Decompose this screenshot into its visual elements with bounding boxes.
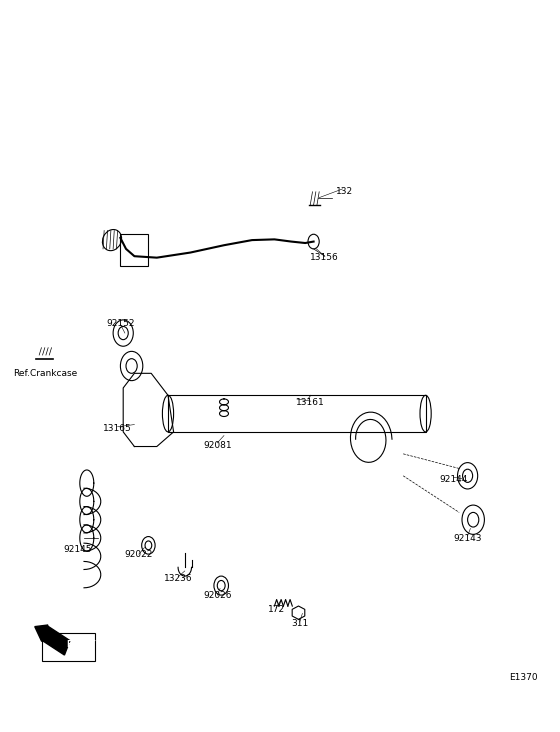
Text: 92144: 92144 (440, 475, 468, 484)
Text: FRONT: FRONT (67, 640, 96, 649)
Bar (120, 234, 148, 266)
Text: E1370: E1370 (509, 673, 538, 681)
Text: 92081: 92081 (203, 441, 232, 449)
Text: Ref.Crankcase: Ref.Crankcase (13, 369, 77, 378)
Text: 13161: 13161 (296, 398, 325, 407)
Text: 13236: 13236 (164, 574, 193, 583)
Text: 92022: 92022 (125, 550, 153, 559)
Text: 92152: 92152 (106, 319, 134, 328)
Text: 13156: 13156 (310, 253, 339, 262)
Text: 13165: 13165 (103, 424, 132, 433)
Text: 172: 172 (268, 605, 284, 614)
Bar (168, 395, 426, 432)
Text: 92143: 92143 (454, 534, 482, 542)
Text: 92026: 92026 (203, 591, 231, 600)
Text: 311: 311 (291, 619, 308, 628)
FancyArrow shape (35, 625, 70, 655)
Text: 132: 132 (336, 187, 353, 196)
Text: 92145: 92145 (63, 545, 91, 553)
